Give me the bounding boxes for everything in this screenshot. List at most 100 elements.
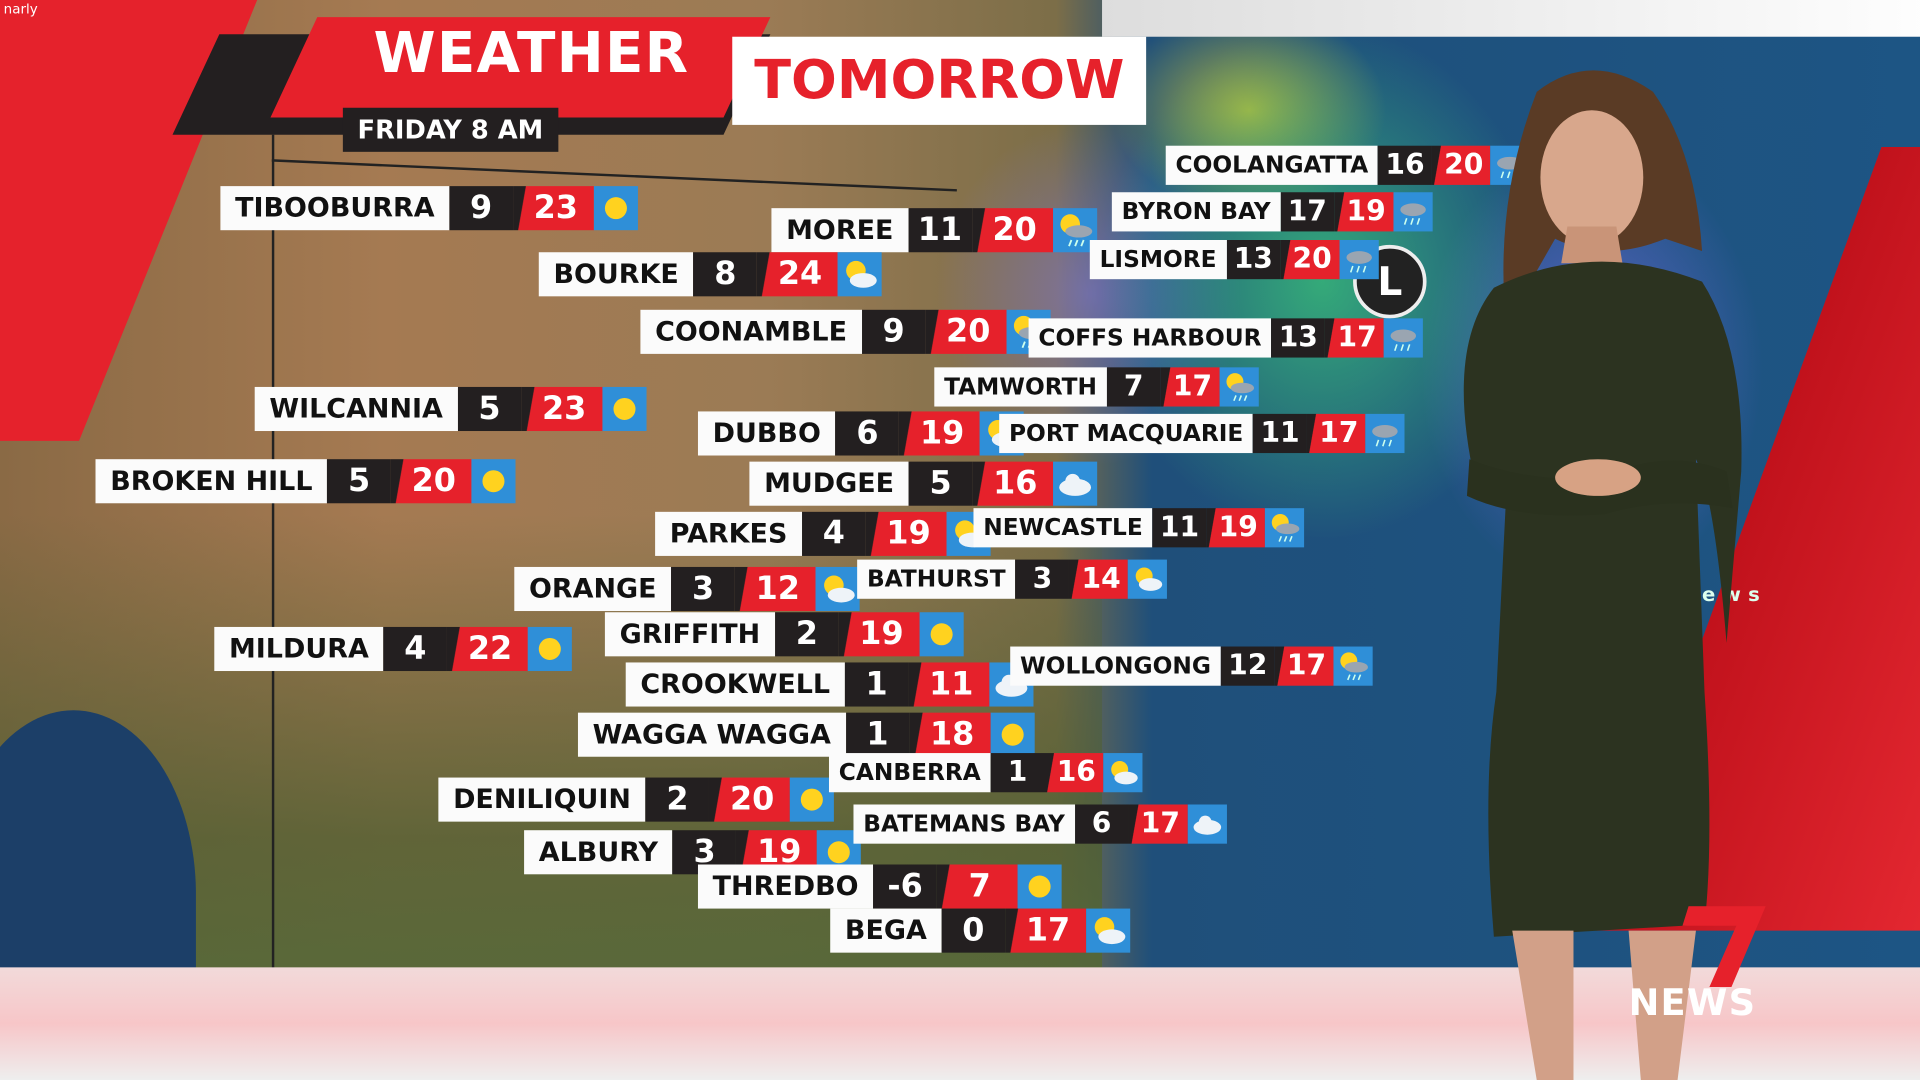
min-temp: 9 (449, 186, 513, 231)
sun-showers-icon (1052, 208, 1097, 253)
sun-showers-icon (1219, 367, 1259, 407)
partly-cloudy-icon (837, 252, 883, 297)
max-temp: 23 (512, 186, 594, 231)
max-temp: 20 (1280, 240, 1340, 280)
min-temp: 8 (693, 252, 758, 297)
max-temp: 19 (899, 411, 981, 456)
max-temp: 17 (1128, 804, 1188, 844)
partly-cloudy-icon (1128, 559, 1168, 599)
cloudy-icon (1053, 461, 1098, 506)
min-temp: 2 (645, 777, 710, 822)
max-temp: 24 (757, 252, 838, 297)
city-name: CANBERRA (828, 753, 991, 793)
city-name: BATEMANS BAY (853, 804, 1075, 844)
min-temp: 5 (327, 459, 391, 504)
min-temp: -6 (873, 864, 937, 909)
showers-icon (1339, 240, 1379, 280)
showers-icon (1365, 413, 1405, 454)
city-name: THREDBO (697, 864, 874, 909)
state-border (271, 134, 275, 1029)
city-name: TAMWORTH (934, 367, 1107, 407)
max-temp: 20 (709, 777, 791, 822)
min-temp: 6 (835, 411, 900, 456)
max-temp: 17 (1274, 646, 1334, 686)
city-forecast: WILCANNIA 5 23 (254, 386, 647, 432)
partly-cloudy-icon (815, 566, 860, 612)
max-temp: 16 (972, 461, 1054, 506)
city-forecast: TIBOOBURRA 9 23 (220, 186, 638, 231)
city-name: WAGGA WAGGA (577, 712, 846, 757)
city-name: PORT MACQUARIE (999, 413, 1254, 454)
max-temp: 17 (1325, 318, 1385, 358)
city-forecast: BATEMANS BAY 6 17 (853, 804, 1227, 844)
min-temp: 4 (383, 626, 448, 672)
min-temp: 3 (1015, 559, 1070, 599)
logo-text: NEWS (1628, 982, 1757, 1025)
city-name: COOLANGATTA (1165, 145, 1379, 185)
sun-icon (919, 612, 964, 657)
city-name: DENILIQUIN (438, 777, 646, 822)
city-forecast: PARKES 4 19 (655, 511, 991, 556)
max-temp: 20 (925, 309, 1007, 354)
city-name: BROKEN HILL (95, 459, 328, 504)
max-temp: 19 (1334, 192, 1394, 232)
max-temp: 17 (1005, 908, 1086, 953)
city-name: ORANGE (514, 566, 672, 612)
max-temp: 14 (1069, 559, 1129, 599)
city-name: LISMORE (1089, 240, 1227, 280)
min-temp: 11 (908, 208, 972, 253)
city-name: COONAMBLE (640, 309, 862, 354)
max-temp: 17 (1160, 367, 1220, 407)
max-temp: 7 (936, 864, 1018, 909)
sun-icon (1017, 864, 1062, 909)
sun-icon (602, 386, 647, 432)
max-temp: 17 (1307, 413, 1366, 454)
city-name: BEGA (830, 908, 942, 953)
min-temp: 16 (1378, 145, 1432, 185)
max-temp: 19 (1206, 508, 1266, 548)
min-temp: 12 (1220, 646, 1275, 686)
partial-text: ews (1702, 582, 1768, 607)
city-forecast: BROKEN HILL 5 20 (95, 459, 516, 504)
city-name: DUBBO (697, 411, 836, 456)
min-temp: 6 (1074, 804, 1129, 844)
min-temp: 11 (1253, 413, 1308, 454)
min-temp: 13 (1271, 318, 1326, 358)
city-forecast: NEWCASTLE 11 19 (973, 508, 1305, 548)
max-temp: 11 (908, 662, 990, 707)
city-name: BOURKE (538, 252, 694, 297)
city-forecast: MOREE 11 20 (771, 208, 1097, 253)
partly-cloudy-icon (1103, 753, 1143, 793)
seven-logo-icon (1682, 906, 1766, 987)
city-name: TIBOOBURRA (220, 186, 450, 231)
city-name: MOREE (771, 208, 909, 253)
sun-showers-icon (1265, 508, 1305, 548)
min-temp: 11 (1152, 508, 1207, 548)
title-weather: WEATHER (373, 19, 690, 86)
forecast-time: FRIDAY 8 AM (342, 107, 558, 152)
presenter (1463, 70, 1742, 1080)
city-name: NEWCASTLE (973, 508, 1153, 548)
city-forecast: ORANGE 3 12 (514, 566, 860, 612)
showers-icon (1384, 318, 1424, 358)
city-forecast: WAGGA WAGGA 1 18 (577, 712, 1035, 757)
partly-cloudy-icon (1085, 908, 1131, 953)
max-temp: 22 (447, 626, 529, 672)
max-temp: 19 (865, 511, 947, 556)
max-temp: 20 (971, 208, 1053, 253)
city-forecast: COOLANGATTA 16 20 (1165, 145, 1530, 185)
title-tomorrow: TOMORROW (732, 36, 1147, 125)
max-temp: 20 (1431, 145, 1491, 185)
min-temp: 0 (941, 908, 1006, 953)
city-forecast: TAMWORTH 7 17 (934, 367, 1259, 407)
sun-icon (471, 459, 516, 504)
city-name: WILCANNIA (254, 386, 458, 432)
min-temp: 4 (802, 511, 866, 556)
sun-icon (528, 626, 573, 672)
city-name: CROOKWELL (625, 662, 845, 707)
city-forecast: PORT MACQUARIE 11 17 (999, 413, 1405, 454)
city-name: COFFS HARBOUR (1028, 318, 1272, 358)
watermark: narly (3, 1, 38, 18)
city-name: MILDURA (214, 626, 384, 672)
max-temp: 12 (734, 566, 816, 612)
